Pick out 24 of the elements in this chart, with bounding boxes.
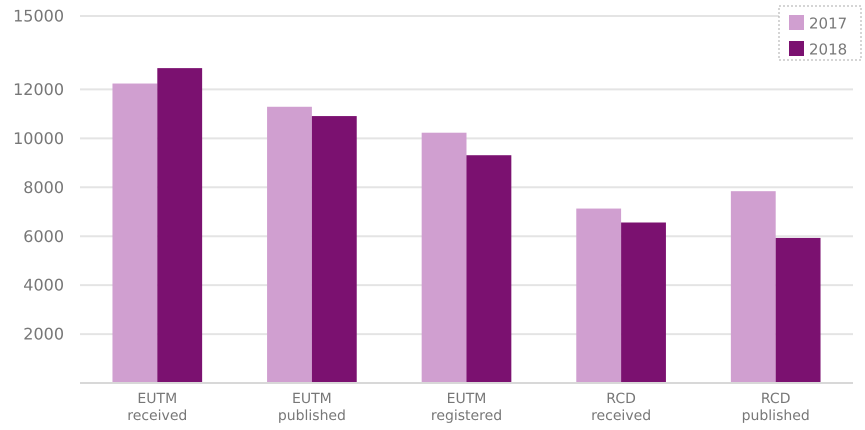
x-tick-label: RCD published <box>742 391 810 424</box>
bar <box>157 68 202 383</box>
bar <box>267 106 312 383</box>
y-tick-label: 12000 <box>13 80 64 99</box>
legend-label: 2017 <box>809 14 848 32</box>
y-tick-label: 6000 <box>23 226 64 246</box>
legend-label: 2018 <box>809 40 848 58</box>
bar <box>466 155 512 383</box>
x-tick-label: EUTM received <box>127 391 188 424</box>
x-tick-label: RCD received <box>591 391 652 424</box>
bar <box>776 238 821 383</box>
bar <box>422 132 466 383</box>
bar <box>730 191 776 383</box>
bar <box>312 116 357 383</box>
x-tick-label: EUTM registered <box>430 391 502 424</box>
y-tick-label: 15000 <box>13 6 64 26</box>
bar <box>576 208 622 383</box>
y-tick-label: 4000 <box>23 276 64 295</box>
y-tick-label: 8000 <box>23 178 64 197</box>
x-tick-label: EUTM published <box>278 391 346 424</box>
y-tick-label: 2000 <box>23 324 64 344</box>
bar <box>112 84 158 383</box>
bar <box>621 222 666 383</box>
y-tick-label: 10000 <box>13 128 64 148</box>
